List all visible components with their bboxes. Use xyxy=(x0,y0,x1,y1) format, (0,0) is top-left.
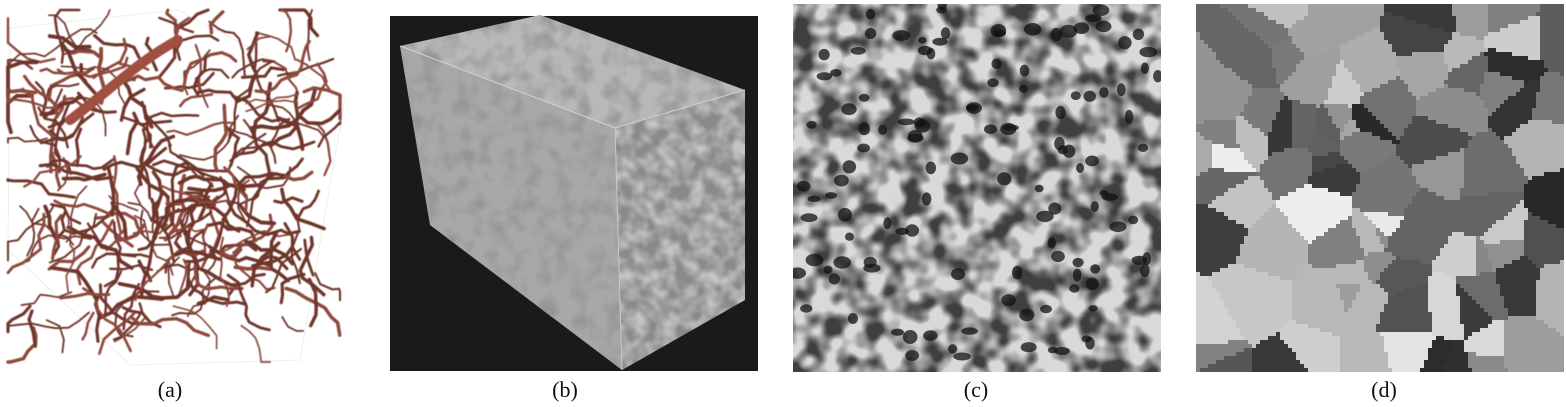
panel-c-caption: (c) xyxy=(963,377,989,402)
panel-b-caption: (b) xyxy=(552,377,578,402)
voronoi-segmentation-image xyxy=(1196,4,1564,372)
panel-a: (a) xyxy=(0,0,350,407)
vessel-network-image xyxy=(6,8,346,366)
panel-a-caption: (a) xyxy=(157,377,183,402)
panel-d: (d) xyxy=(1196,0,1564,407)
panel-c: (c) xyxy=(793,0,1161,407)
cube-render-image xyxy=(390,15,758,371)
slice-texture-image xyxy=(793,4,1161,372)
panel-d-caption: (d) xyxy=(1371,377,1397,402)
panel-b: (b) xyxy=(390,0,758,407)
